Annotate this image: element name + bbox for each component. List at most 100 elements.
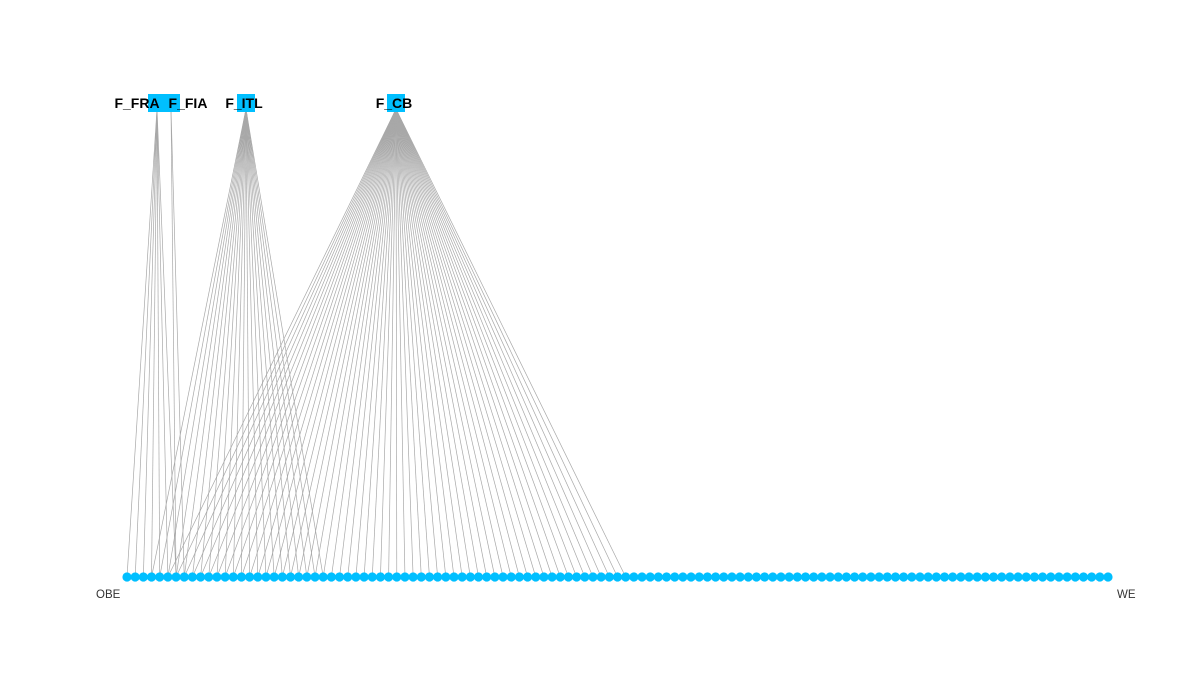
leaf-label-first: OBE — [96, 589, 121, 601]
leaf-node — [473, 572, 484, 582]
leaf-node — [751, 572, 762, 582]
leaf-node-layer — [122, 572, 1113, 582]
edge-f_itl — [245, 108, 308, 578]
leaf-node — [220, 572, 230, 582]
leaf-node — [547, 572, 557, 582]
leaf-node — [359, 572, 369, 582]
leaf-node — [490, 572, 500, 582]
edge-f_cb — [395, 108, 569, 578]
edge-f_cb — [395, 108, 553, 578]
leaf-node — [670, 572, 680, 582]
edge-f_cb — [200, 108, 397, 578]
leaf-node — [277, 572, 287, 582]
leaf-node — [408, 572, 418, 582]
edge-f_cb — [395, 108, 626, 578]
edge-f_cb — [371, 108, 397, 578]
leaf-node — [727, 572, 737, 582]
leaf-node — [269, 572, 279, 582]
leaf-node — [1087, 572, 1097, 582]
edge-f_cb — [192, 108, 397, 578]
edge-f_cb — [380, 108, 397, 578]
edge-f_fra — [156, 108, 177, 578]
leaf-node — [1021, 572, 1031, 582]
edge-f_fia — [170, 108, 177, 578]
edge-f_cb — [331, 108, 397, 578]
edge-f_cb — [395, 108, 406, 578]
edge-f_cb — [395, 108, 422, 578]
leaf-node — [1038, 572, 1048, 582]
leaf-node — [130, 572, 140, 582]
leaf-node — [645, 572, 655, 582]
leaf-node — [138, 572, 148, 582]
top-node-f_fra — [148, 94, 166, 112]
edge-f_fra — [156, 108, 161, 578]
leaf-node — [555, 572, 565, 582]
leaf-node — [1013, 572, 1023, 582]
leaf-node — [972, 572, 982, 582]
edge-f_cb — [363, 108, 397, 578]
leaf-node — [334, 572, 345, 582]
leaf-node — [637, 572, 647, 582]
edge-f_cb — [395, 108, 528, 578]
leaf-node — [686, 572, 696, 582]
leaf-node — [907, 572, 917, 582]
leaf-node — [653, 572, 663, 582]
leaf-node — [702, 572, 713, 582]
leaf-node — [465, 572, 475, 582]
edge-f_cb — [395, 108, 537, 578]
leaf-node — [948, 572, 958, 582]
leaf-node — [825, 572, 835, 582]
leaf-node — [743, 572, 753, 582]
edge-f_cb — [395, 108, 414, 578]
leaf-node — [302, 572, 312, 582]
leaf-node — [441, 572, 451, 582]
edge-f_cb — [395, 108, 520, 578]
edge-f_itl — [245, 108, 275, 578]
leaf-node — [678, 572, 688, 582]
leaf-node — [155, 572, 165, 582]
edge-f_cb — [306, 108, 397, 578]
leaf-node — [375, 572, 386, 582]
edge-f_cb — [395, 108, 398, 578]
leaf-node — [694, 572, 704, 582]
edge-f_cb — [395, 108, 618, 578]
edge-f_itl — [167, 108, 247, 578]
leaf-node — [245, 572, 255, 582]
edge-f_itl — [245, 108, 283, 578]
edge-f_cb — [281, 108, 397, 578]
leaf-node — [621, 572, 631, 582]
leaf-node — [588, 572, 598, 582]
edge-f_cb — [395, 108, 455, 578]
leaf-node — [1095, 572, 1105, 582]
leaf-node — [964, 572, 974, 582]
edge-f_cb — [395, 108, 488, 578]
leaf-node — [498, 572, 508, 582]
top-node-f_fia — [162, 94, 180, 112]
leaf-node — [1078, 572, 1089, 582]
leaf-node — [809, 572, 819, 582]
leaf-node — [882, 572, 892, 582]
leaf-node — [890, 572, 901, 582]
top-node-label-f_fia: F_FIA — [169, 95, 208, 111]
leaf-node — [817, 572, 827, 582]
leaf-node — [433, 572, 443, 582]
leaf-node — [122, 572, 132, 582]
leaf-node — [784, 572, 794, 582]
edge-f_cb — [347, 108, 397, 578]
edge-layer — [126, 108, 626, 578]
edge-f_fra — [126, 108, 158, 578]
leaf-node — [776, 572, 786, 582]
edge-f_fra — [134, 108, 158, 578]
leaf-node — [424, 572, 435, 582]
leaf-node — [261, 572, 271, 582]
edge-f_cb — [216, 108, 397, 578]
leaf-node — [915, 572, 925, 582]
leaf-node — [318, 572, 328, 582]
leaf-node — [792, 572, 802, 582]
edge-f_cb — [395, 108, 430, 578]
edge-f_cb — [265, 108, 397, 578]
leaf-node — [171, 572, 181, 582]
top-node-label-f_fra: F_FRA — [114, 95, 159, 111]
leaf-node — [735, 572, 745, 582]
